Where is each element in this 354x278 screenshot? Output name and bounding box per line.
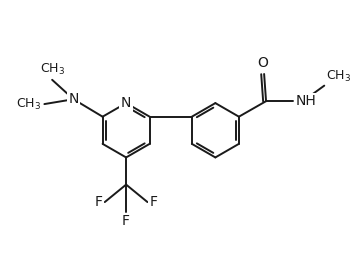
Text: F: F bbox=[149, 195, 158, 209]
Text: F: F bbox=[95, 195, 103, 209]
Text: CH$_3$: CH$_3$ bbox=[326, 69, 351, 84]
Text: CH$_3$: CH$_3$ bbox=[16, 96, 41, 112]
Text: O: O bbox=[257, 56, 268, 70]
Text: NH: NH bbox=[295, 94, 316, 108]
Text: F: F bbox=[122, 214, 130, 228]
Text: N: N bbox=[121, 96, 131, 110]
Text: N: N bbox=[68, 92, 79, 106]
Text: CH$_3$: CH$_3$ bbox=[40, 62, 65, 77]
